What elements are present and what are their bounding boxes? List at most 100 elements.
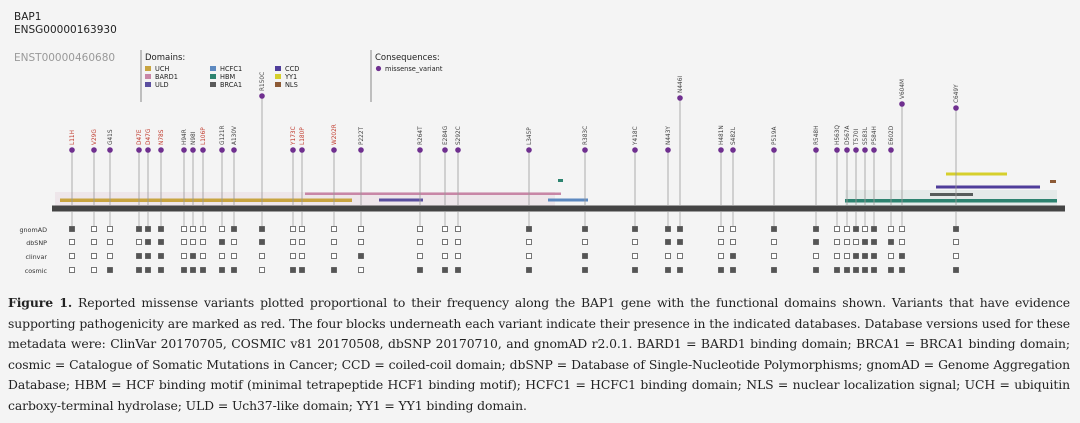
db-cell-clinvar: [190, 253, 196, 259]
variant-y173c[interactable]: Y173C: [290, 126, 297, 205]
variant-label: E602D: [889, 125, 895, 145]
variant-e602d[interactable]: E602D: [888, 125, 895, 205]
db-cell-clinvar: [771, 253, 777, 259]
db-column-n98i: [190, 211, 196, 273]
db-cell-cosmic: [582, 267, 588, 273]
variant-h563q[interactable]: H563Q: [834, 125, 841, 205]
variant-n446i[interactable]: N446I: [677, 76, 684, 205]
db-column-v604m: [899, 211, 905, 273]
db-column-l180p: [299, 211, 305, 273]
legend-label-yy1: YY1: [284, 73, 297, 81]
gene-name: BAP1: [14, 11, 41, 23]
db-column-t570i: [853, 211, 859, 273]
variant-g121r[interactable]: G121R: [219, 125, 226, 205]
db-cell-clinvar: [526, 253, 532, 259]
db-cell-clinvar: [200, 253, 206, 259]
db-cell-cosmic: [442, 267, 448, 273]
variant-label: R150C: [260, 72, 266, 91]
variant-head: [219, 147, 225, 153]
variant-label: S583L: [863, 126, 869, 145]
variant-label: N78S: [159, 129, 165, 145]
bap1-variant-figure: BAP1 ENSG00000163930 ENST00000460680 Dom…: [14, 11, 1065, 275]
variant-l11h[interactable]: L11H: [69, 130, 76, 205]
variant-l180p[interactable]: L180P: [299, 127, 306, 205]
db-cell-clinvar: [730, 253, 736, 259]
variant-label: L11H: [70, 130, 76, 145]
variant-c649y[interactable]: C649Y: [953, 84, 960, 205]
domain-bar-hcfc1: [548, 198, 588, 202]
variant-v604m[interactable]: V604M: [899, 79, 906, 205]
db-cell-cosmic: [730, 267, 736, 273]
db-column-l345p: [526, 211, 532, 273]
variant-head: [632, 147, 638, 153]
variant-r150c[interactable]: R150C: [259, 72, 266, 205]
variant-head: [158, 147, 164, 153]
variant-head: [526, 147, 532, 153]
variant-e284g[interactable]: E284G: [442, 125, 449, 205]
variant-p222t[interactable]: P222T: [358, 126, 365, 205]
variant-r383c[interactable]: R383C: [582, 126, 589, 205]
variant-n78s[interactable]: N78S: [158, 129, 165, 205]
db-cell-clinvar: [871, 253, 877, 259]
db-cell-gnomad: [136, 226, 142, 232]
db-cell-gnomad: [358, 226, 364, 232]
variant-label: N98I: [191, 131, 197, 145]
variant-p584h[interactable]: P584H: [871, 126, 878, 205]
variant-s482l[interactable]: S482L: [730, 126, 737, 205]
variant-label: D47G: [146, 128, 152, 145]
variant-g41s[interactable]: G41S: [107, 129, 114, 205]
variant-n443y[interactable]: N443Y: [665, 126, 672, 205]
legend-swatch-hbm: [210, 74, 216, 79]
db-column-d47e: [136, 211, 142, 273]
variant-r548h[interactable]: R548H: [813, 126, 820, 205]
db-row-label-dbsnp: dbSNP: [26, 239, 47, 247]
db-cell-gnomad: [331, 226, 337, 232]
variant-n98i[interactable]: N98I: [190, 131, 197, 205]
variant-d567a[interactable]: D567A: [844, 125, 851, 205]
variant-head: [718, 147, 724, 153]
db-cell-cosmic: [718, 267, 724, 273]
db-cell-clinvar: [834, 253, 840, 259]
domain-bar-bard1: [305, 192, 561, 195]
domain-bar-hbm: [845, 199, 1057, 203]
variant-l345p[interactable]: L345P: [526, 127, 533, 205]
db-cell-clinvar: [91, 253, 97, 259]
db-cell-dbsnp: [145, 239, 151, 245]
db-cell-cosmic: [665, 267, 671, 273]
variant-y418c[interactable]: Y418C: [632, 126, 639, 205]
variant-label: Y173C: [291, 126, 297, 146]
db-column-w202r: [331, 211, 337, 273]
db-column-n443y: [665, 211, 671, 273]
db-column-e602d: [888, 211, 894, 273]
db-cell-dbsnp: [136, 239, 142, 245]
db-cell-cosmic: [862, 267, 868, 273]
variant-s583l[interactable]: S583L: [862, 126, 869, 205]
variant-d47g[interactable]: D47G: [145, 128, 152, 205]
variant-d47e[interactable]: D47E: [136, 129, 143, 205]
variant-t570i[interactable]: T570I: [853, 128, 860, 205]
variant-w202r[interactable]: W202R: [331, 124, 338, 205]
domain-bars: [55, 172, 1057, 206]
db-cell-dbsnp: [844, 239, 850, 245]
db-cell-dbsnp: [259, 239, 265, 245]
variant-l106p[interactable]: L106P: [200, 127, 207, 205]
db-column-p519a: [771, 211, 777, 273]
db-cell-clinvar: [181, 253, 187, 259]
db-cell-clinvar: [290, 253, 296, 259]
variant-h94r[interactable]: H94R: [181, 129, 188, 205]
variant-v29g[interactable]: V29G: [91, 129, 98, 205]
db-cell-gnomad: [181, 226, 187, 232]
variant-p519a[interactable]: P519A: [771, 126, 778, 205]
db-column-s583l: [862, 211, 868, 273]
figure-caption-label: Figure 1.: [8, 295, 73, 310]
db-cell-clinvar: [718, 253, 724, 259]
db-cell-clinvar: [107, 253, 113, 259]
variant-s292c[interactable]: S292C: [455, 126, 462, 205]
variant-a130v[interactable]: A130V: [231, 126, 238, 205]
db-cell-gnomad: [417, 226, 423, 232]
db-cell-dbsnp: [190, 239, 196, 245]
db-cell-gnomad: [632, 226, 638, 232]
variant-r264t[interactable]: R264T: [417, 126, 424, 205]
variant-h481n[interactable]: H481N: [718, 125, 725, 205]
variant-label: N446I: [678, 76, 684, 93]
